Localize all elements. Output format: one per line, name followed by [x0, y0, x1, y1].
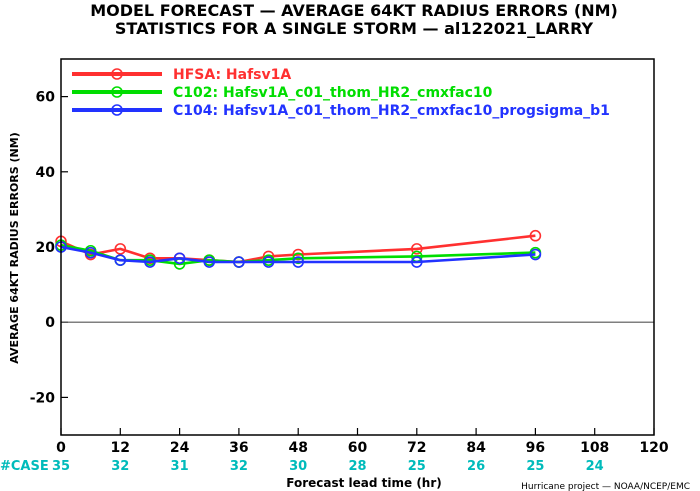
x-tick-label: 24	[170, 440, 190, 456]
y-tick-label: -20	[30, 390, 56, 406]
legend-entry-label: C104: Hafsv1A_c01_thom_HR2_cmxfac10_prog…	[173, 103, 610, 119]
data-point	[203, 256, 216, 268]
x-tick-label: 96	[526, 440, 545, 456]
plot-frame	[60, 58, 655, 436]
series-lines	[55, 229, 542, 270]
case-count: 32	[111, 459, 129, 474]
x-tick-label: 120	[639, 440, 668, 456]
case-count: 32	[230, 459, 248, 474]
y-tick-label: 20	[36, 240, 56, 256]
legend-swatch-marker	[111, 86, 123, 98]
series-line-3	[60, 245, 536, 264]
data-point	[410, 256, 423, 268]
x-tick-label: 84	[466, 440, 486, 456]
legend-entry-label: C102: Hafsv1A_c01_thom_HR2_cmxfac10	[173, 85, 493, 101]
credit-text: Hurricane project — NOAA/NCEP/EMC	[521, 482, 690, 491]
data-point	[84, 246, 97, 259]
x-tick-label: 12	[111, 440, 130, 456]
data-point	[173, 252, 186, 265]
y-tick-label: 60	[36, 90, 56, 106]
data-point	[114, 243, 127, 255]
legend-swatch-marker	[111, 104, 123, 116]
data-point	[114, 254, 127, 266]
case-counts: 35 32 31 32 30 28 25 26 25 24	[52, 459, 604, 474]
x-tick-label: 108	[580, 440, 609, 456]
data-point	[262, 256, 275, 268]
y-axis-label: AVERAGE 64KT RADIUS ERRORS (NM)	[8, 132, 21, 363]
case-count: 25	[408, 459, 426, 474]
legend-entry-label: HFSA: Hafsv1A	[173, 67, 291, 83]
case-count: 35	[52, 459, 70, 474]
data-point	[529, 229, 542, 242]
x-tick-label: 36	[229, 440, 248, 456]
x-tick-label: 72	[407, 440, 426, 456]
x-tick-label: 60	[348, 440, 368, 456]
y-tick-label: 40	[36, 165, 56, 181]
x-tick-label: 48	[288, 440, 307, 456]
axis-ticks: 0 12 24 36 48 60 72 84 96 108 120 -20 0 20 40 60	[30, 90, 669, 456]
chart-subtitle: STATISTICS FOR A SINGLE STORM — al122021…	[115, 19, 594, 38]
case-count: 24	[586, 459, 604, 474]
case-count: 30	[289, 459, 307, 474]
chart-title: MODEL FORECAST — AVERAGE 64KT RADIUS ERR…	[90, 1, 618, 20]
data-point	[233, 256, 245, 268]
legend-swatch-marker	[111, 68, 123, 80]
case-count: 25	[526, 459, 544, 474]
data-point	[410, 243, 423, 255]
y-tick-label: 0	[45, 315, 55, 331]
x-tick-label: 0	[56, 440, 66, 456]
case-count: 31	[171, 459, 189, 474]
data-point	[292, 256, 305, 268]
case-label: #CASE	[0, 459, 49, 474]
legend: HFSA: Hafsv1A C102: Hafsv1A_c01_thom_HR2_…	[72, 67, 610, 119]
data-point	[529, 248, 542, 261]
case-count: 26	[467, 459, 485, 474]
case-count: 28	[348, 459, 366, 474]
x-axis-label: Forecast lead time (hr)	[286, 476, 442, 490]
data-point	[144, 256, 156, 268]
